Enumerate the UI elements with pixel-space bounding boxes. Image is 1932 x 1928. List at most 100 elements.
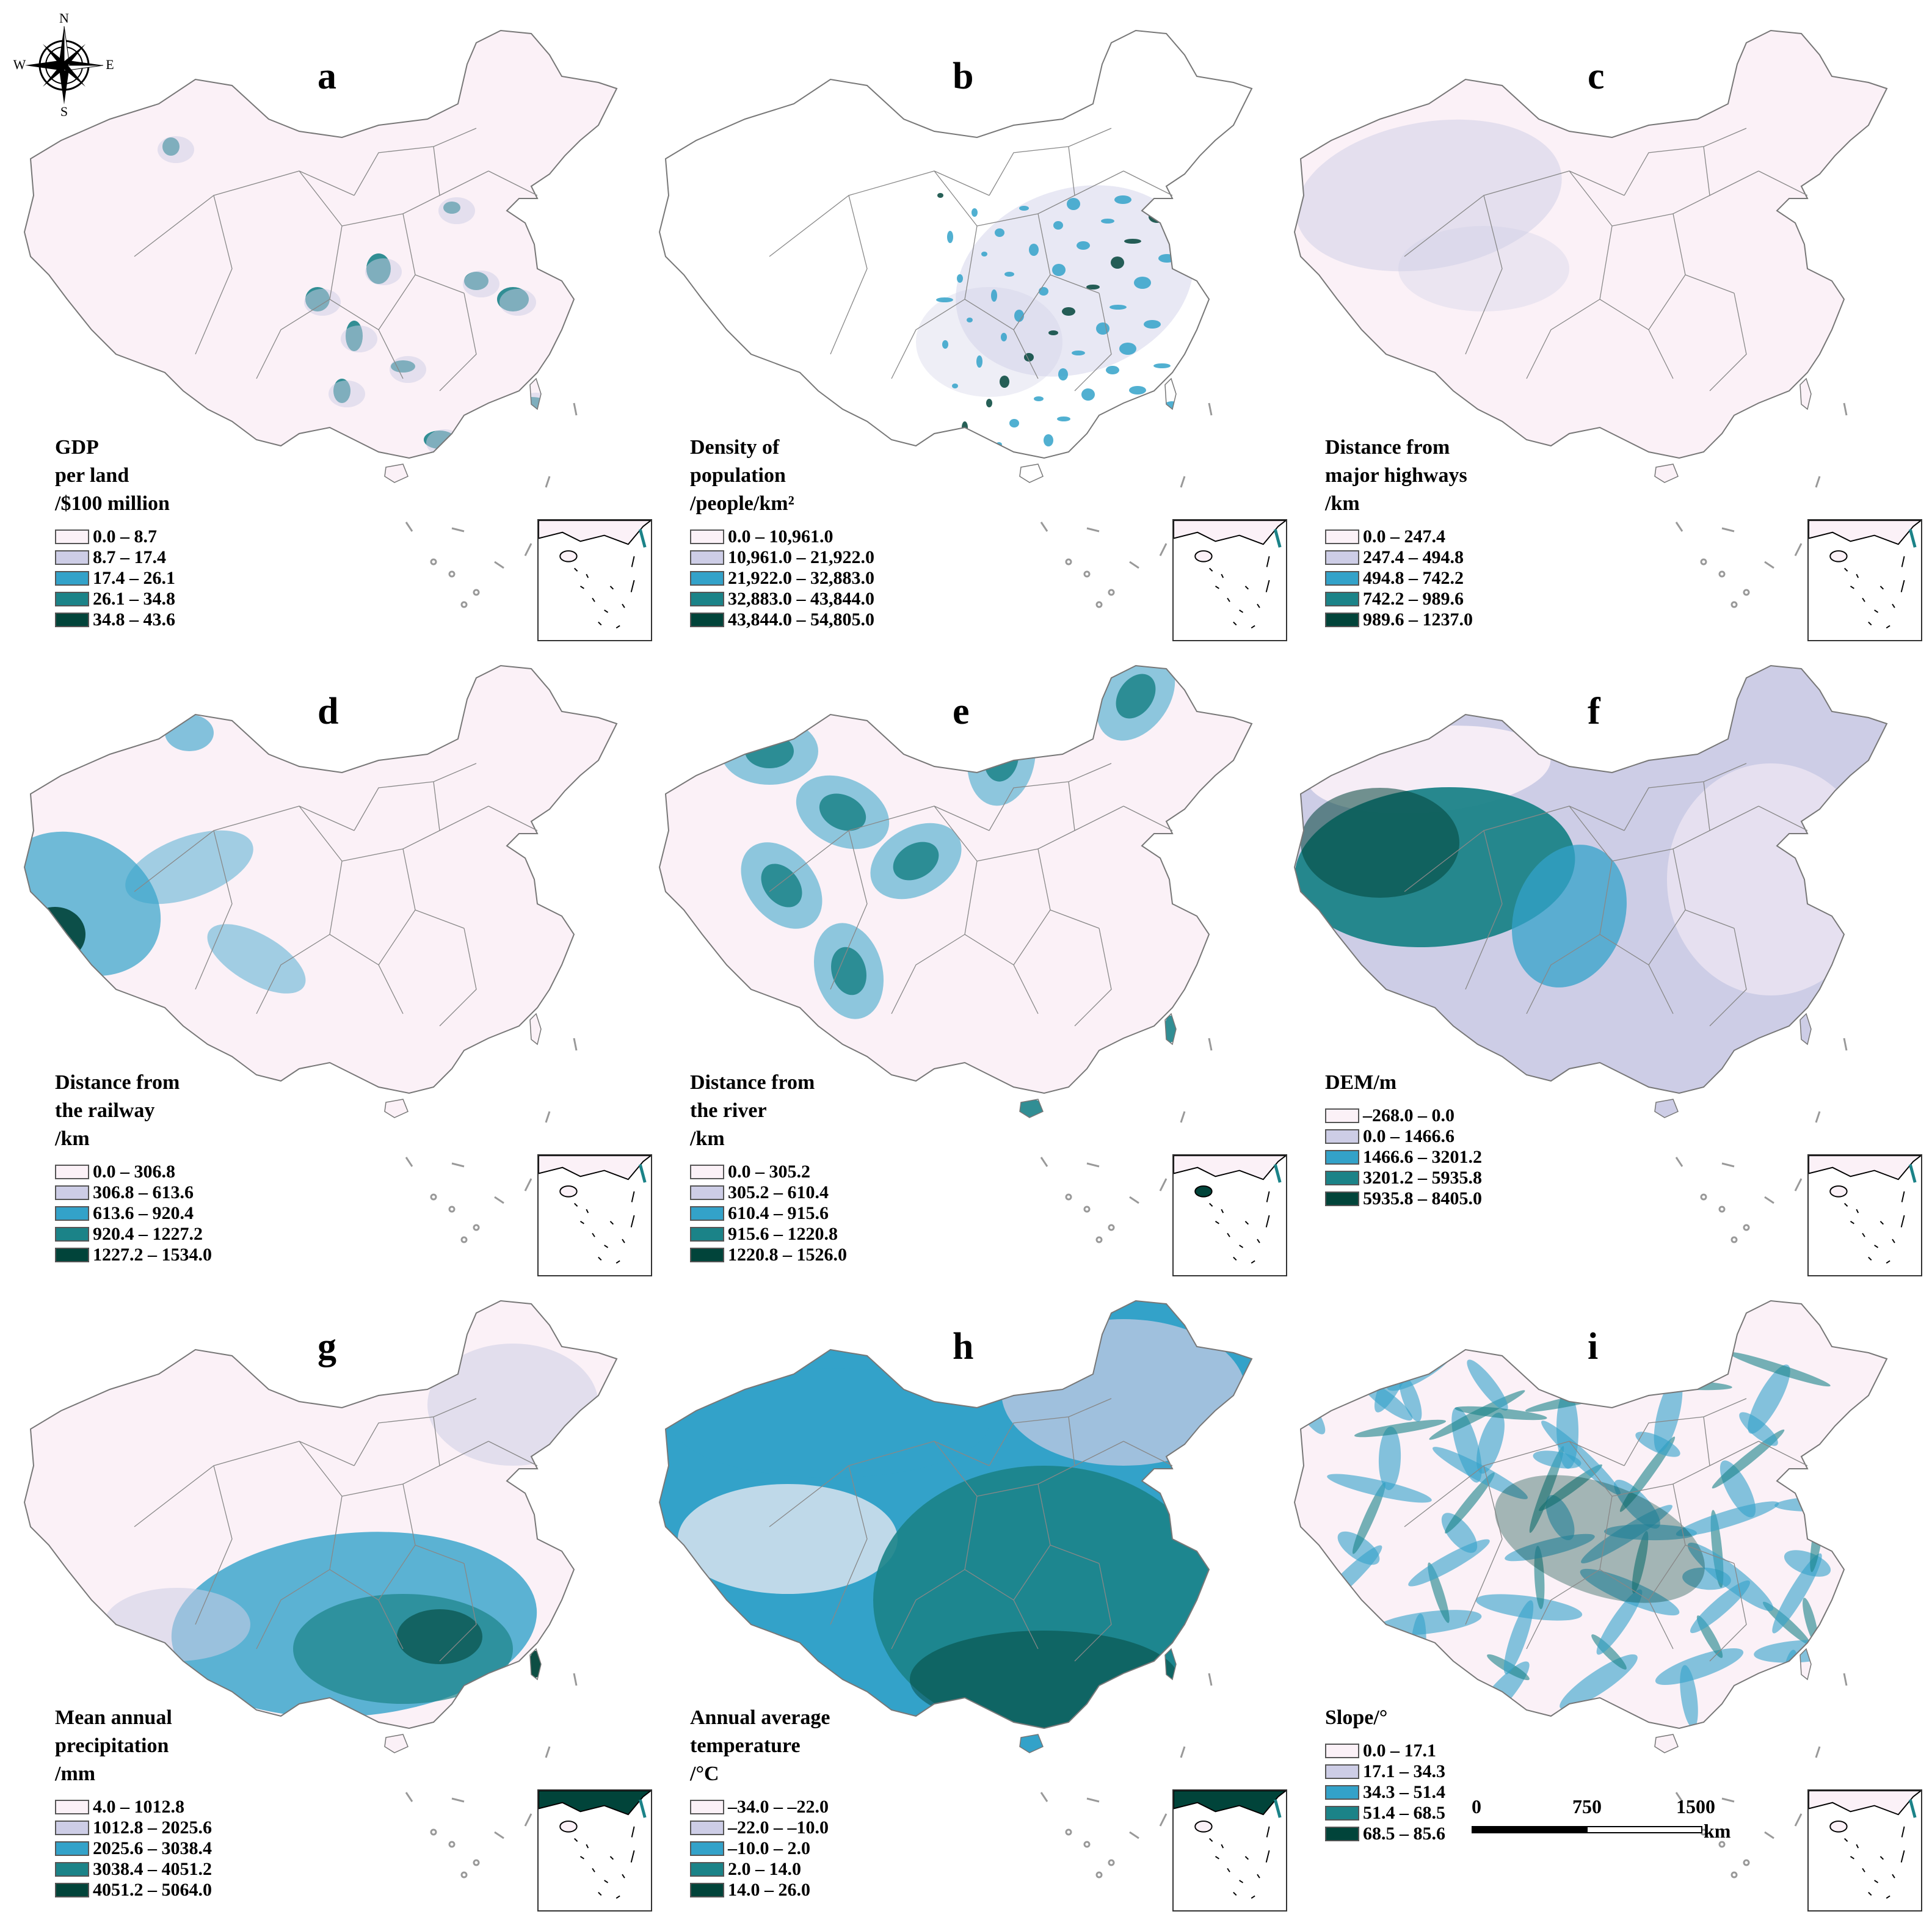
legend-range: 989.6 – 1237.0 [1363, 609, 1473, 630]
legend-title-line: Slope/° [1325, 1706, 1388, 1729]
south-china-sea-islands [405, 402, 578, 608]
legend-title: Mean annual precipitation/mm [55, 1704, 421, 1788]
legend-item: 32,883.0 – 43,844.0 [690, 589, 1056, 609]
legend-list: 0.0 – 305.2 305.2 – 610.4 610.4 – 915.6 915… [690, 1162, 1056, 1265]
legend-title-line: Distance from [1325, 436, 1450, 459]
legend-item: 2.0 – 14.0 [690, 1859, 1056, 1880]
legend-item: 0.0 – 306.8 [55, 1162, 421, 1182]
legend-range: 68.5 – 85.6 [1363, 1824, 1445, 1844]
legend-range: 494.8 – 742.2 [1363, 568, 1464, 588]
legend-title-line: the river [690, 1099, 767, 1122]
legend-swatch [690, 1821, 724, 1835]
legend-swatch [690, 1248, 724, 1262]
legend-range: –10.0 – 2.0 [728, 1838, 810, 1858]
inset-map [1173, 1155, 1288, 1264]
legend-item: 1220.8 – 1526.0 [690, 1245, 1056, 1265]
legend-title-line: GDP [55, 436, 99, 459]
legend-range: 0.0 – 305.2 [728, 1162, 810, 1182]
panel-letter: b [953, 56, 974, 97]
map-panel-a: a GDP per land /$100 million 0.0 – 8.7 8.7 … [12, 12, 653, 647]
legend-item: 17.4 – 26.1 [55, 568, 421, 589]
legend-title-line: /people/km² [690, 492, 794, 515]
legend-swatch [1325, 1785, 1359, 1800]
map-panel-d: d Distance from the railway/km 0.0 – 306.… [12, 647, 653, 1282]
scale-tick-750: 750 [1572, 1795, 1602, 1817]
legend-swatch [55, 592, 89, 606]
legend-title-line: /°C [690, 1762, 719, 1785]
legend-swatch [690, 1185, 724, 1200]
legend-range: 5935.8 – 8405.0 [1363, 1188, 1482, 1209]
legend-swatch [55, 1248, 89, 1262]
legend: Distance from the railway/km 0.0 – 306.8 3… [55, 1069, 421, 1265]
legend-title-line: DEM/m [1325, 1071, 1397, 1094]
legend-swatch [690, 1841, 724, 1856]
legend-swatch [1325, 1150, 1359, 1165]
legend-swatch [55, 550, 89, 565]
legend-swatch [55, 613, 89, 627]
legend-item: 0.0 – 305.2 [690, 1162, 1056, 1182]
legend-title-line: precipitation [55, 1734, 169, 1757]
legend-item: 1012.8 – 2025.6 [55, 1817, 421, 1838]
legend-range: 32,883.0 – 43,844.0 [728, 589, 874, 609]
legend-swatch [55, 1800, 89, 1814]
legend-range: 4.0 – 1012.8 [93, 1797, 184, 1817]
legend-range: 742.2 – 989.6 [1363, 589, 1464, 609]
legend-title: Distance from the river/km [690, 1069, 1056, 1153]
china-map-h [659, 1300, 1252, 1879]
scale-bar: 0 750 1500 km [1472, 1795, 1730, 1844]
map-panel-g: g Mean annual precipitation/mm 4.0 – 1012… [12, 1282, 653, 1918]
map-panel-h: h Annual average temperature /°C –34.0 – –… [647, 1282, 1288, 1918]
legend-title: Slope/° [1325, 1704, 1691, 1732]
legend-range: 8.7 – 17.4 [93, 547, 166, 567]
legend-range: 0.0 – 1466.6 [1363, 1126, 1454, 1146]
inset-map [538, 520, 653, 629]
legend-item: 10,961.0 – 21,922.0 [690, 547, 1056, 568]
legend-item: 68.5 – 85.6 [1325, 1824, 1691, 1844]
legend-item: 305.2 – 610.4 [690, 1182, 1056, 1203]
legend-title-line: /km [55, 1127, 90, 1150]
inset-map [1173, 520, 1288, 629]
legend-title: Distance from major highways/km [1325, 434, 1691, 518]
inset-map [1173, 1790, 1288, 1899]
panel-letter: g [318, 1326, 336, 1367]
legend-range: 17.1 – 34.3 [1363, 1761, 1445, 1781]
inset-map [538, 1790, 653, 1899]
legend-range: –22.0 – –10.0 [728, 1817, 829, 1838]
legend-swatch [55, 1862, 89, 1877]
legend-title: Density of population/people/km² [690, 434, 1056, 518]
legend-list: 0.0 – 247.4 247.4 – 494.8 494.8 – 742.2 742… [1325, 526, 1691, 630]
legend-item: 920.4 – 1227.2 [55, 1224, 421, 1245]
legend-title: DEM/m [1325, 1069, 1691, 1097]
south-china-sea-inset [1807, 1789, 1923, 1912]
legend-list: 0.0 – 10,961.0 10,961.0 – 21,922.0 21,922.… [690, 526, 1056, 630]
legend-list: –34.0 – –22.0 –22.0 – –10.0 –10.0 – 2.0 2.0… [690, 1797, 1056, 1901]
legend-range: 3038.4 – 4051.2 [93, 1859, 212, 1879]
china-map-e [659, 665, 1252, 1243]
south-china-sea-inset [1172, 1789, 1288, 1912]
scale-tick-1500: 1500 [1676, 1795, 1715, 1817]
legend-item: 21,922.0 – 32,883.0 [690, 568, 1056, 589]
legend-range: 34.3 – 51.4 [1363, 1782, 1445, 1802]
legend-swatch [55, 1165, 89, 1179]
legend-list: 0.0 – 306.8 306.8 – 613.6 613.6 – 920.4 920… [55, 1162, 421, 1265]
legend-item: 0.0 – 1466.6 [1325, 1126, 1691, 1147]
legend-title-line: Distance from [55, 1071, 180, 1094]
legend-swatch [1325, 1806, 1359, 1821]
legend-item: 610.4 – 915.6 [690, 1203, 1056, 1224]
legend-item: 3201.2 – 5935.8 [1325, 1168, 1691, 1188]
legend-range: 247.4 – 494.8 [1363, 547, 1464, 567]
legend-swatch [690, 1862, 724, 1877]
south-china-sea-inset [537, 1789, 653, 1912]
compass-north-label: N [59, 10, 69, 26]
south-china-sea-islands [1675, 1038, 1848, 1243]
south-china-sea-inset [537, 1154, 653, 1276]
legend-title: Distance from the railway/km [55, 1069, 421, 1153]
legend-swatch [1325, 550, 1359, 565]
inset-map [1808, 1155, 1923, 1264]
legend-item: 0.0 – 10,961.0 [690, 526, 1056, 547]
legend-swatch [1325, 592, 1359, 606]
legend: Distance from the river/km 0.0 – 305.2 305… [690, 1069, 1056, 1265]
legend-item: 4051.2 – 5064.0 [55, 1880, 421, 1901]
legend-range: 34.8 – 43.6 [93, 609, 175, 630]
legend: Slope/° 0.0 – 17.1 17.1 – 34.3 34.3 – 51.4… [1325, 1704, 1691, 1844]
